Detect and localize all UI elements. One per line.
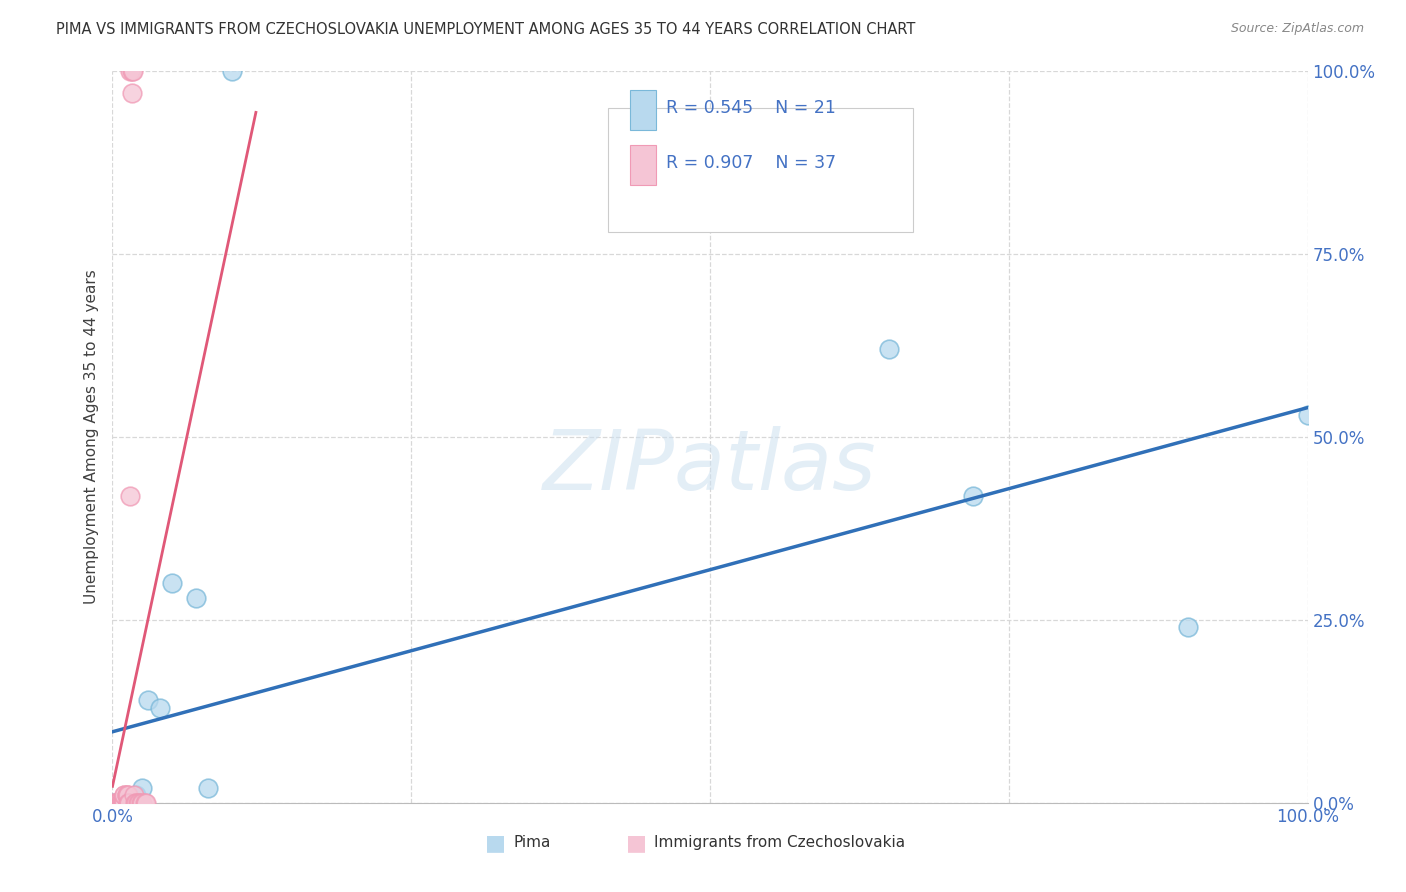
Point xyxy=(128,796,150,810)
Point xyxy=(879,343,901,357)
Point xyxy=(107,796,129,810)
Point xyxy=(104,796,127,810)
Point xyxy=(112,796,135,810)
Point xyxy=(120,64,142,78)
Point xyxy=(129,796,152,810)
Point xyxy=(117,796,139,810)
Point xyxy=(107,796,129,810)
Point xyxy=(112,796,135,810)
Text: Immigrants from Czechoslovakia: Immigrants from Czechoslovakia xyxy=(654,836,905,850)
Y-axis label: Unemployment Among Ages 35 to 44 years: Unemployment Among Ages 35 to 44 years xyxy=(83,269,98,605)
Point xyxy=(135,796,157,810)
Point xyxy=(121,64,143,78)
Point xyxy=(110,796,132,810)
Text: ■: ■ xyxy=(626,833,647,853)
Point xyxy=(105,796,128,810)
Point xyxy=(118,796,141,810)
Point xyxy=(124,796,146,810)
Point xyxy=(131,796,153,810)
Point xyxy=(127,796,149,810)
Text: Source: ZipAtlas.com: Source: ZipAtlas.com xyxy=(1230,22,1364,36)
Point xyxy=(125,796,148,810)
Point xyxy=(138,693,160,707)
FancyBboxPatch shape xyxy=(630,145,657,185)
Point xyxy=(120,489,142,503)
Point xyxy=(120,796,142,810)
Point xyxy=(101,796,124,810)
Point xyxy=(221,64,243,78)
Point xyxy=(107,796,129,810)
Point xyxy=(131,781,153,796)
Point xyxy=(111,796,134,810)
Point xyxy=(122,796,145,810)
Point xyxy=(114,796,135,810)
Text: ■: ■ xyxy=(485,833,506,853)
Text: ZIPatlas: ZIPatlas xyxy=(543,425,877,507)
Point xyxy=(107,796,129,810)
Point xyxy=(121,64,143,78)
Point xyxy=(114,796,135,810)
Point xyxy=(114,789,135,803)
Point xyxy=(962,489,984,503)
Point xyxy=(1177,620,1199,634)
Point xyxy=(122,789,145,803)
Point xyxy=(110,796,132,810)
Point xyxy=(111,796,134,810)
Text: PIMA VS IMMIGRANTS FROM CZECHOSLOVAKIA UNEMPLOYMENT AMONG AGES 35 TO 44 YEARS CO: PIMA VS IMMIGRANTS FROM CZECHOSLOVAKIA U… xyxy=(56,22,915,37)
Point xyxy=(110,796,132,810)
Point xyxy=(115,796,138,810)
Text: R = 0.545    N = 21: R = 0.545 N = 21 xyxy=(666,99,835,117)
Point xyxy=(121,87,143,101)
Point xyxy=(115,789,138,803)
Point xyxy=(114,789,135,803)
Point xyxy=(108,796,131,810)
Point xyxy=(117,789,139,803)
Point xyxy=(111,796,134,810)
Point xyxy=(134,796,156,810)
Point xyxy=(186,591,208,605)
Point xyxy=(1296,408,1319,422)
Point xyxy=(101,796,124,810)
Text: Pima: Pima xyxy=(513,836,551,850)
FancyBboxPatch shape xyxy=(630,89,657,130)
Point xyxy=(197,781,219,796)
Point xyxy=(162,576,183,591)
Point xyxy=(125,789,148,803)
Point xyxy=(114,796,135,810)
Text: R = 0.907    N = 37: R = 0.907 N = 37 xyxy=(666,153,837,172)
Point xyxy=(115,789,138,803)
FancyBboxPatch shape xyxy=(609,108,914,232)
Point xyxy=(149,700,172,714)
Point xyxy=(114,796,135,810)
Point xyxy=(114,796,135,810)
